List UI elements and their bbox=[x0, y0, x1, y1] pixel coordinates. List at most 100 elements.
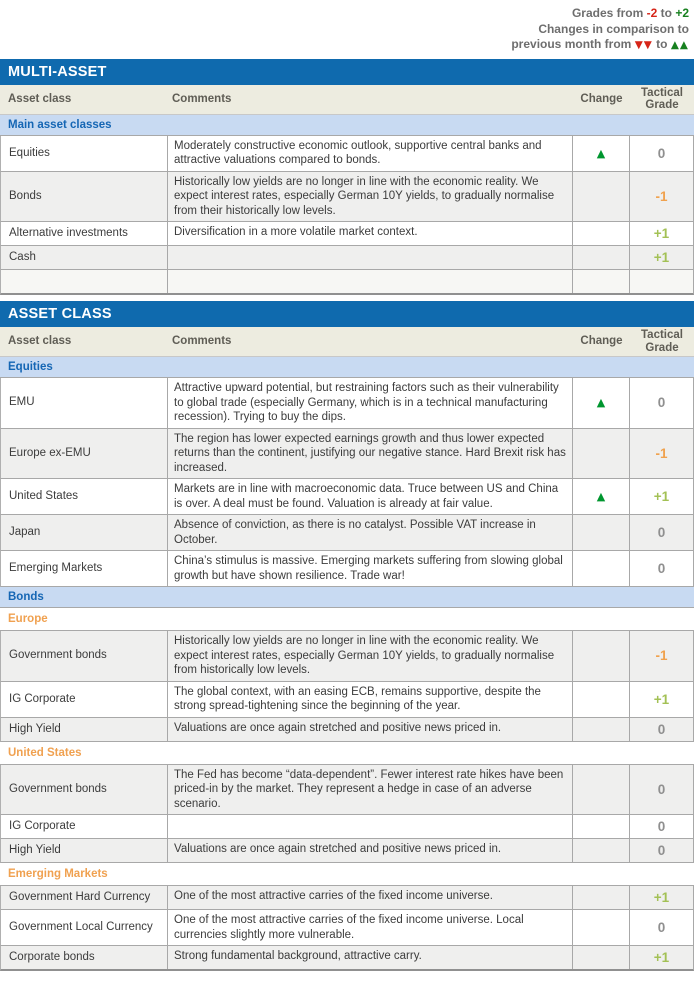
comment-cell: The global context, with an easing ECB, … bbox=[167, 681, 572, 717]
column-header-row: Asset class Comments Change Tactical Grade bbox=[0, 84, 694, 115]
legend-grade-max: +2 bbox=[675, 6, 689, 20]
comment-cell: One of the most attractive carries of th… bbox=[167, 910, 572, 945]
grade-cell bbox=[629, 270, 693, 293]
comment-cell: Diversification in a more volatile marke… bbox=[167, 222, 572, 245]
grade-cell: 0 bbox=[629, 515, 693, 550]
asset-class-cell: High Yield bbox=[9, 844, 61, 856]
up-triangles-icon: ▲▲ bbox=[670, 39, 689, 51]
grade-cell: +1 bbox=[629, 479, 693, 514]
grade-cell: 0 bbox=[629, 764, 693, 814]
change-cell: ▲ bbox=[572, 135, 629, 171]
asset-class-cell: Government Local Currency bbox=[9, 921, 153, 933]
column-header-asset-class: Asset class bbox=[8, 92, 72, 105]
column-header-change: Change bbox=[580, 335, 623, 348]
grade-cell: +1 bbox=[629, 222, 693, 245]
section-header-bar-asset-class: ASSET CLASS bbox=[0, 301, 694, 327]
change-cell bbox=[572, 222, 629, 245]
grade-cell: -1 bbox=[629, 171, 693, 221]
comment-cell: Absence of conviction, as there is no ca… bbox=[167, 515, 572, 550]
table-row bbox=[0, 270, 694, 295]
column-header-asset-class: Asset class bbox=[8, 335, 72, 348]
table-row: Government bonds The Fed has become “data… bbox=[0, 764, 694, 815]
asset-class-cell: High Yield bbox=[9, 722, 61, 735]
change-cell bbox=[572, 246, 629, 269]
table-row: Government Hard Currency One of the most … bbox=[0, 886, 694, 910]
change-cell bbox=[572, 886, 629, 909]
legend-grades-mid: to bbox=[657, 6, 676, 20]
table-row: Government bonds Historically low yields … bbox=[0, 631, 694, 682]
grade-cell: 0 bbox=[629, 910, 693, 945]
table-row: IG Corporate The global context, with an … bbox=[0, 681, 694, 718]
group-header-row: Equities bbox=[0, 357, 694, 378]
change-cell bbox=[572, 515, 629, 550]
grade-cell: 0 bbox=[629, 815, 693, 838]
grade-cell: +1 bbox=[629, 246, 693, 269]
subsection-header-row: Emerging Markets bbox=[0, 863, 694, 886]
change-cell bbox=[572, 717, 629, 741]
comment-cell bbox=[167, 270, 572, 293]
comment-cell: Markets are in line with macroeconomic d… bbox=[167, 479, 572, 514]
asset-class-cell: Government bonds bbox=[9, 649, 107, 662]
table-row: Cash +1 bbox=[0, 246, 694, 270]
asset-class-cell: Alternative investments bbox=[9, 227, 128, 239]
comment-cell bbox=[167, 815, 572, 838]
change-cell bbox=[572, 428, 629, 478]
comment-cell: Historically low yields are no longer in… bbox=[167, 171, 572, 221]
table-row: Alternative investments Diversification i… bbox=[0, 222, 694, 246]
legend-symbols-line: previous month from ▼▼ to ▲▲ bbox=[0, 37, 689, 54]
table-row: High Yield Valuations are once again stre… bbox=[0, 717, 694, 742]
table-row: EMU Attractive upward potential, but rest… bbox=[0, 378, 694, 429]
asset-class-cell: IG Corporate bbox=[9, 692, 76, 705]
column-header-change: Change bbox=[580, 92, 623, 105]
up-triangle-icon: ▲ bbox=[596, 146, 606, 160]
change-cell bbox=[572, 946, 629, 969]
change-cell bbox=[572, 910, 629, 945]
change-cell bbox=[572, 681, 629, 717]
asset-class-cell: Corporate bonds bbox=[9, 951, 95, 963]
comment-cell: The Fed has become “data-dependent”. Few… bbox=[167, 764, 572, 814]
legend-changes-line: Changes in comparison to bbox=[538, 21, 689, 36]
table-row: IG Corporate 0 bbox=[0, 815, 694, 839]
down-triangles-icon: ▼▼ bbox=[634, 39, 653, 51]
asset-class-cell: Japan bbox=[9, 526, 41, 538]
change-cell bbox=[572, 551, 629, 586]
change-cell bbox=[572, 815, 629, 838]
column-header-tactical-grade: Tactical Grade bbox=[641, 86, 683, 112]
comment-cell: The region has lower expected earnings g… bbox=[167, 428, 572, 478]
column-header-tactical-grade: Tactical Grade bbox=[641, 329, 683, 354]
sections-container: MULTI-ASSET Asset class Comments Change Tact… bbox=[0, 58, 694, 971]
comment-cell: Moderately constructive economic outlook… bbox=[167, 135, 572, 171]
grade-cell: 0 bbox=[629, 378, 693, 428]
column-header-comments: Comments bbox=[172, 92, 232, 105]
legend-symbols-mid: to bbox=[652, 37, 671, 51]
subsection-header-row: United States bbox=[0, 741, 694, 765]
asset-class-cell: IG Corporate bbox=[9, 820, 76, 832]
up-triangle-icon: ▲ bbox=[596, 490, 606, 503]
table-row: Japan Absence of conviction, as there is … bbox=[0, 515, 694, 551]
comment-cell bbox=[167, 246, 572, 269]
legend-grades-prefix: Grades from bbox=[571, 6, 647, 20]
grade-cell: +1 bbox=[629, 946, 693, 969]
group-header-row: Main asset classes bbox=[0, 114, 694, 136]
asset-class-cell: Europe ex-EMU bbox=[9, 446, 91, 459]
up-triangle-icon: ▲ bbox=[596, 396, 606, 410]
comment-cell: Historically low yields are no longer in… bbox=[167, 631, 572, 681]
section-multi-asset: MULTI-ASSET Asset class Comments Change Tact… bbox=[0, 58, 694, 295]
asset-class-cell: Cash bbox=[9, 251, 36, 263]
change-cell bbox=[572, 270, 629, 293]
grade-cell: 0 bbox=[629, 717, 693, 741]
comment-cell: One of the most attractive carries of th… bbox=[167, 886, 572, 909]
asset-class-cell: Government Hard Currency bbox=[9, 891, 151, 903]
change-cell bbox=[572, 631, 629, 681]
legend-grade-min: -2 bbox=[646, 6, 658, 20]
table-row: High Yield Valuations are once again stre… bbox=[0, 839, 694, 863]
legend-grades-line: Grades from -2 to +2 bbox=[0, 6, 689, 22]
comment-cell: China’s stimulus is massive. Emerging ma… bbox=[167, 551, 572, 586]
legend-month-prefix: previous month from bbox=[511, 37, 635, 51]
table-row: Europe ex-EMU The region has lower expect… bbox=[0, 428, 694, 479]
comment-cell: Attractive upward potential, but restrai… bbox=[167, 378, 572, 428]
table-row: Emerging Markets China’s stimulus is mass… bbox=[0, 551, 694, 587]
change-cell bbox=[572, 171, 629, 221]
grade-cell: +1 bbox=[629, 681, 693, 717]
